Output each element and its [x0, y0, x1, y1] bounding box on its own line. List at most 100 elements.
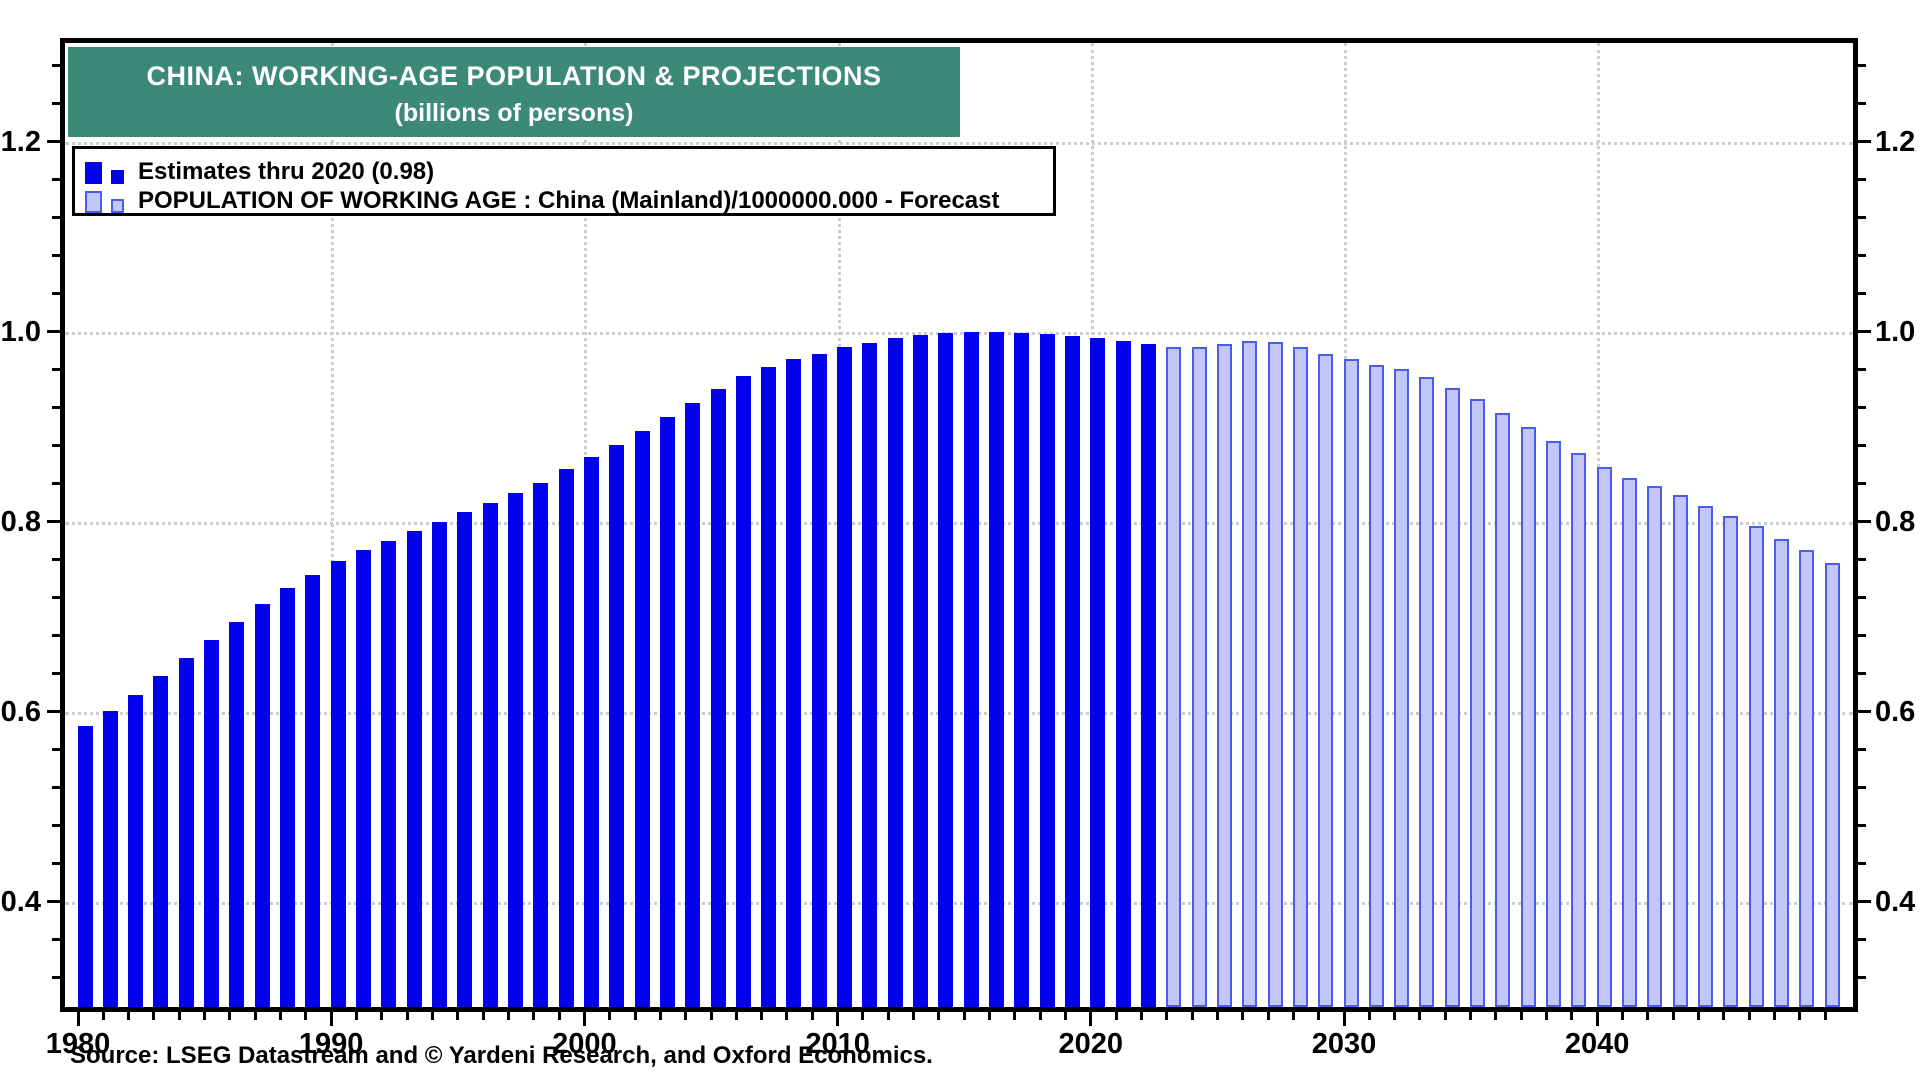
- y-tick-left: [52, 786, 60, 790]
- x-tick: [1165, 1012, 1169, 1020]
- y-axis-label: 1.2: [0, 125, 41, 158]
- y-tick-right: [1858, 102, 1866, 106]
- bar-2023: [1166, 346, 1182, 1007]
- bar-2000: [583, 457, 599, 1007]
- bar-2049: [1824, 562, 1840, 1007]
- bar-1995: [457, 512, 473, 1007]
- x-tick: [734, 1012, 738, 1020]
- y-tick-left: [52, 938, 60, 942]
- x-tick: [886, 1012, 890, 1020]
- x-tick: [1722, 1012, 1726, 1020]
- legend-item-estimates: Estimates thru 2020 (0.98): [85, 158, 434, 184]
- bar-2006: [735, 376, 751, 1007]
- x-tick: [785, 1012, 789, 1020]
- x-tick: [1367, 1012, 1371, 1020]
- bar-1997: [507, 493, 523, 1007]
- x-tick: [253, 1012, 257, 1020]
- bar-2022: [1140, 344, 1156, 1007]
- y-tick-left: [47, 330, 60, 334]
- y-tick-right: [1858, 976, 1866, 980]
- bar-1984: [178, 658, 194, 1007]
- x-tick: [1317, 1012, 1321, 1020]
- y-tick-right: [1858, 368, 1866, 372]
- bar-2012: [887, 338, 903, 1007]
- bar-2025: [1216, 344, 1232, 1007]
- bar-2036: [1495, 413, 1511, 1007]
- x-tick: [582, 1012, 586, 1026]
- bar-2014: [938, 332, 954, 1007]
- x-tick: [1570, 1012, 1574, 1020]
- y-tick-right: [1858, 482, 1866, 486]
- y-tick-right: [1858, 64, 1866, 68]
- x-tick: [1519, 1012, 1523, 1020]
- y-tick-left: [52, 824, 60, 828]
- bar-2032: [1394, 368, 1410, 1007]
- x-tick: [380, 1012, 384, 1020]
- y-tick-right: [1858, 140, 1871, 144]
- bar-2015: [963, 331, 979, 1007]
- x-tick: [1266, 1012, 1270, 1020]
- x-axis-label: 2040: [1564, 1028, 1630, 1060]
- gridline-vertical: [331, 43, 335, 1007]
- bar-2031: [1368, 364, 1384, 1007]
- x-tick: [658, 1012, 662, 1020]
- y-tick-left: [52, 976, 60, 980]
- y-tick-left: [52, 748, 60, 752]
- y-tick-right: [1858, 634, 1866, 638]
- x-tick: [608, 1012, 612, 1020]
- x-axis-label: 1990: [298, 1028, 364, 1060]
- bar-2033: [1419, 377, 1435, 1007]
- x-tick: [279, 1012, 283, 1020]
- y-tick-left: [52, 444, 60, 448]
- bar-2003: [659, 417, 675, 1007]
- bar-1980: [77, 725, 93, 1007]
- bar-2024: [1191, 346, 1207, 1007]
- x-tick: [228, 1012, 232, 1020]
- y-tick-right: [1858, 330, 1871, 334]
- bar-2028: [1292, 346, 1308, 1007]
- y-tick-left: [52, 216, 60, 220]
- bar-2045: [1723, 515, 1739, 1007]
- x-tick: [709, 1012, 713, 1020]
- x-tick: [355, 1012, 359, 1020]
- bar-2013: [913, 334, 929, 1007]
- x-tick: [152, 1012, 156, 1020]
- y-tick-right: [1858, 216, 1866, 220]
- x-tick: [177, 1012, 181, 1020]
- legend-item-label: POPULATION OF WORKING AGE : China (Mainl…: [138, 187, 1000, 214]
- bar-2034: [1444, 387, 1460, 1007]
- bar-1986: [229, 622, 245, 1007]
- y-tick-right: [1858, 862, 1866, 866]
- y-tick-left: [52, 254, 60, 258]
- x-tick: [1494, 1012, 1498, 1020]
- bar-1981: [102, 710, 118, 1007]
- x-tick: [127, 1012, 131, 1020]
- x-tick: [1190, 1012, 1194, 1020]
- y-axis-label: 1.0: [1875, 315, 1916, 348]
- x-tick: [430, 1012, 434, 1020]
- bar-2019: [1064, 335, 1080, 1007]
- source-note: Source: LSEG Datastream and © Yardeni Re…: [70, 1042, 933, 1069]
- y-axis-label: 0.8: [0, 505, 41, 538]
- bar-2011: [862, 343, 878, 1007]
- gridline-horizontal: [65, 141, 1853, 145]
- y-tick-left: [52, 406, 60, 410]
- y-tick-right: [1858, 254, 1866, 258]
- chart-title-box: CHINA: WORKING-AGE POPULATION & PROJECTI…: [68, 47, 960, 137]
- chart-title: CHINA: WORKING-AGE POPULATION & PROJECTI…: [146, 61, 882, 91]
- y-tick-left: [52, 64, 60, 68]
- y-tick-left: [47, 140, 60, 144]
- x-tick: [1545, 1012, 1549, 1020]
- y-tick-left: [47, 710, 60, 714]
- bar-1987: [254, 604, 270, 1007]
- x-tick: [836, 1012, 840, 1026]
- bar-1991: [356, 550, 372, 1007]
- y-tick-right: [1858, 672, 1866, 676]
- x-tick: [1696, 1012, 1700, 1020]
- x-tick: [1291, 1012, 1295, 1020]
- x-tick: [1823, 1012, 1827, 1020]
- y-tick-right: [1858, 178, 1866, 182]
- legend-item-forecast: POPULATION OF WORKING AGE : China (Mainl…: [85, 187, 1000, 213]
- y-axis-label: 0.6: [1875, 695, 1916, 728]
